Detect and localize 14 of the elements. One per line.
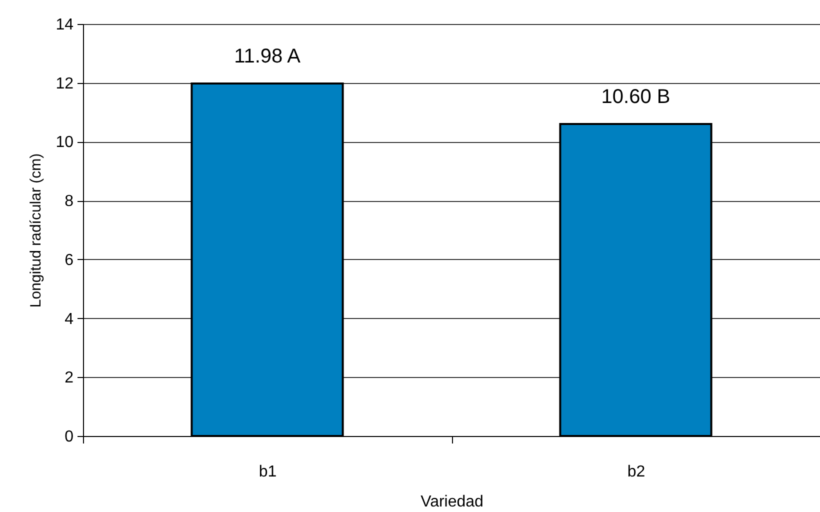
- y-tick-label: 0: [64, 428, 74, 446]
- x-tick-label: b2: [627, 464, 646, 480]
- y-tick-label: 4: [64, 310, 74, 328]
- data-label: 11.98 A: [234, 45, 302, 68]
- x-axis-title: Variedad: [420, 494, 484, 510]
- y-tick-label: 6: [64, 252, 74, 269]
- y-axis-title: Longitud radícular (cm): [28, 153, 45, 308]
- x-tick-label: b1: [258, 464, 277, 480]
- y-tick-label: 8: [64, 193, 74, 210]
- y-tick-label: 12: [56, 75, 74, 92]
- y-tick-label: 14: [56, 16, 74, 34]
- data-label: 10.60 B: [601, 86, 670, 108]
- y-tick-label: 10: [56, 134, 74, 152]
- y-tick-label: 2: [64, 370, 74, 387]
